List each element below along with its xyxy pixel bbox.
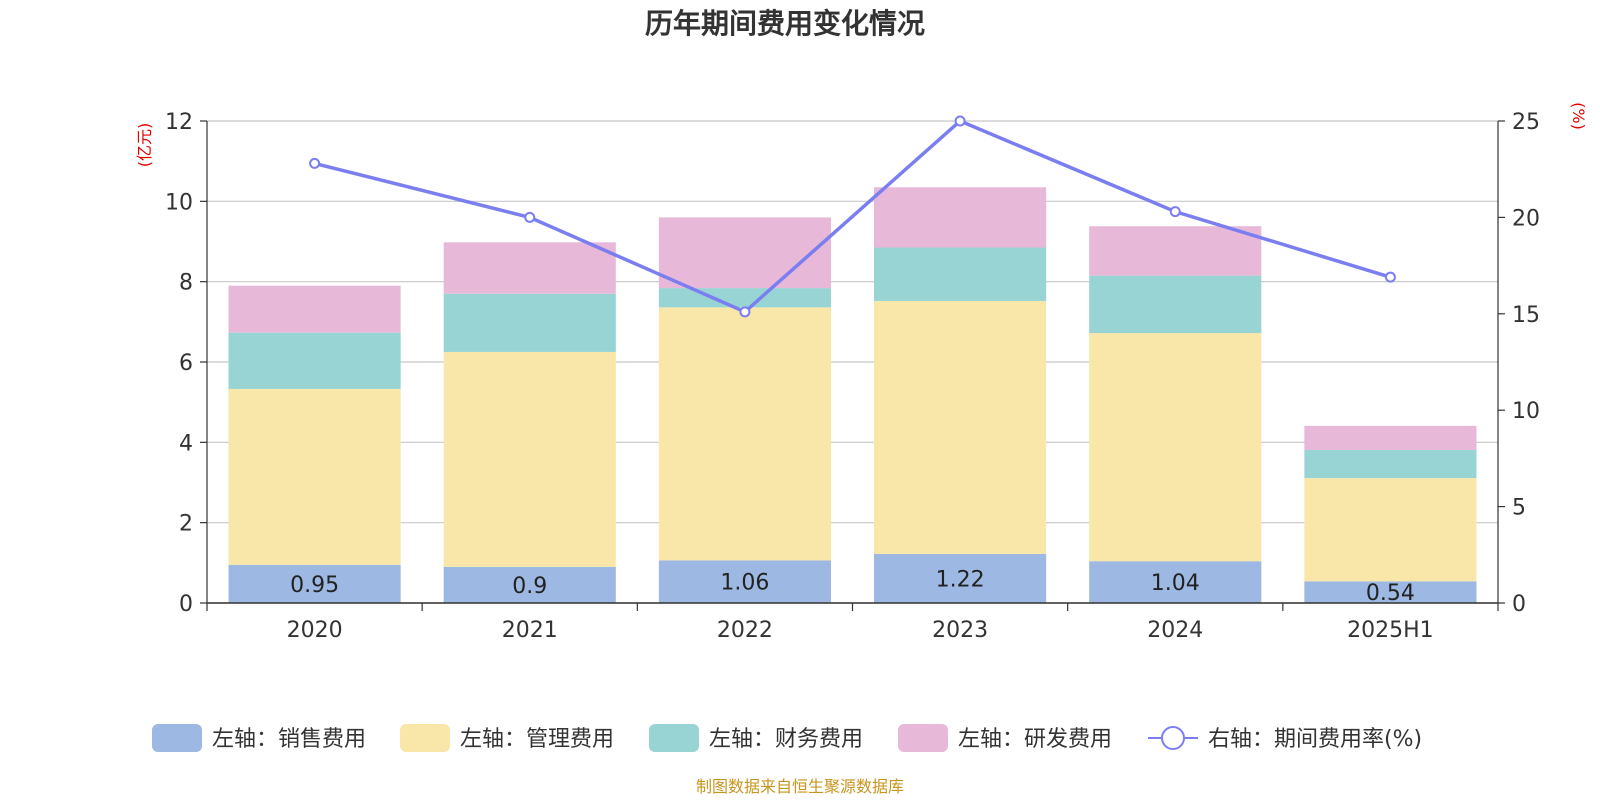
rate-point — [954, 115, 966, 127]
legend: 左轴：销售费用 左轴：管理费用 左轴：财务费用 左轴：研发费用 右轴：期间费用率(%) — [152, 724, 1422, 752]
x-tick-label: 2020 — [287, 618, 343, 643]
bar-segment-series-0 — [658, 560, 831, 603]
left-tick-label: 2 — [179, 512, 193, 537]
x-tick-label: 2025H1 — [1347, 618, 1434, 643]
legend-swatch-2 — [649, 724, 699, 752]
bar-data-label: 1.06 — [720, 571, 769, 596]
bar-segment-series-1 — [1089, 333, 1262, 562]
bar-segment-series-0 — [874, 553, 1047, 603]
bar-segment-series-2 — [874, 247, 1047, 301]
chart-title: 历年期间费用变化情况 — [645, 7, 925, 40]
right-tick-label: 20 — [1512, 206, 1540, 231]
bar-segment-series-0 — [1304, 581, 1477, 603]
bar-segment-series-3 — [874, 187, 1047, 248]
right-tick-label: 15 — [1512, 303, 1540, 328]
legend-label-3: 左轴：研发费用 — [958, 727, 1112, 752]
bar-segment-series-3 — [658, 217, 831, 289]
right-tick-label: 0 — [1512, 592, 1526, 617]
bar-segment-series-2 — [228, 332, 401, 389]
x-tick-label: 2022 — [717, 618, 773, 643]
x-tick-label: 2024 — [1147, 618, 1203, 643]
bar-segment-series-0 — [228, 564, 401, 603]
right-tick-label: 10 — [1512, 399, 1540, 424]
rate-point — [739, 306, 751, 318]
legend-swatch-0 — [152, 724, 202, 752]
bar-data-label: 1.04 — [1151, 571, 1200, 596]
legend-marker-swatch — [1161, 726, 1185, 750]
left-tick-label: 0 — [179, 592, 193, 617]
legend-swatch-1 — [400, 724, 450, 752]
bars-group: 0.95 0.9 1.06 1.22 1.04 0.54 — [228, 187, 1477, 606]
bar-segment-series-2 — [443, 293, 616, 352]
bar-segment-series-0 — [1089, 561, 1262, 603]
bar-segment-series-1 — [228, 388, 401, 565]
x-tick-label: 2021 — [502, 618, 558, 643]
bar-segment-series-3 — [1304, 425, 1477, 450]
bar-data-label: 0.95 — [290, 573, 339, 598]
bar-segment-series-2 — [1304, 449, 1477, 479]
legend-label-1: 左轴：管理费用 — [460, 727, 614, 752]
rate-point — [309, 157, 321, 169]
bar-segment-series-2 — [1089, 275, 1262, 334]
bar-segment-series-3 — [228, 285, 401, 333]
right-axis-unit: (%) — [1569, 102, 1588, 130]
bar-segment-series-3 — [443, 242, 616, 294]
legend-label-2: 左轴：财务费用 — [709, 727, 863, 752]
bar-segment-series-3 — [1089, 226, 1262, 276]
bar-data-label: 1.22 — [936, 567, 985, 592]
bar-data-label: 0.54 — [1366, 581, 1415, 606]
bar-segment-series-2 — [658, 288, 831, 308]
bar-segment-series-1 — [658, 307, 831, 561]
axes-group: 0 2 4 6 8 10 12 0 5 10 15 20 25 2020 2021 2022 2023 2024 2… — [165, 110, 1540, 643]
legend-swatch-3 — [898, 724, 948, 752]
right-tick-label: 5 — [1512, 496, 1526, 521]
bar-data-label: 0.9 — [512, 574, 547, 599]
rate-point — [524, 211, 536, 223]
left-axis-unit: (亿元) — [135, 123, 154, 168]
legend-label-0: 左轴：销售费用 — [212, 727, 366, 752]
rate-point — [1169, 206, 1181, 218]
bar-segment-series-1 — [874, 300, 1047, 554]
bar-segment-series-1 — [1304, 478, 1477, 582]
legend-label-4: 右轴：期间费用率(%) — [1208, 727, 1422, 752]
left-tick-label: 8 — [179, 271, 193, 296]
left-tick-label: 12 — [165, 110, 193, 135]
rate-line-group — [309, 115, 1396, 318]
rate-point — [1384, 271, 1396, 283]
rate-line — [314, 118, 1391, 314]
source-note: 制图数据来自恒生聚源数据库 — [696, 777, 904, 796]
left-tick-label: 4 — [179, 431, 193, 456]
left-tick-label: 10 — [165, 190, 193, 215]
left-tick-label: 6 — [179, 351, 193, 376]
bar-segment-series-1 — [443, 351, 616, 567]
grid-lines — [207, 120, 1498, 604]
x-tick-label: 2023 — [932, 618, 988, 643]
bar-segment-series-0 — [443, 566, 616, 603]
right-tick-label: 25 — [1512, 110, 1540, 135]
